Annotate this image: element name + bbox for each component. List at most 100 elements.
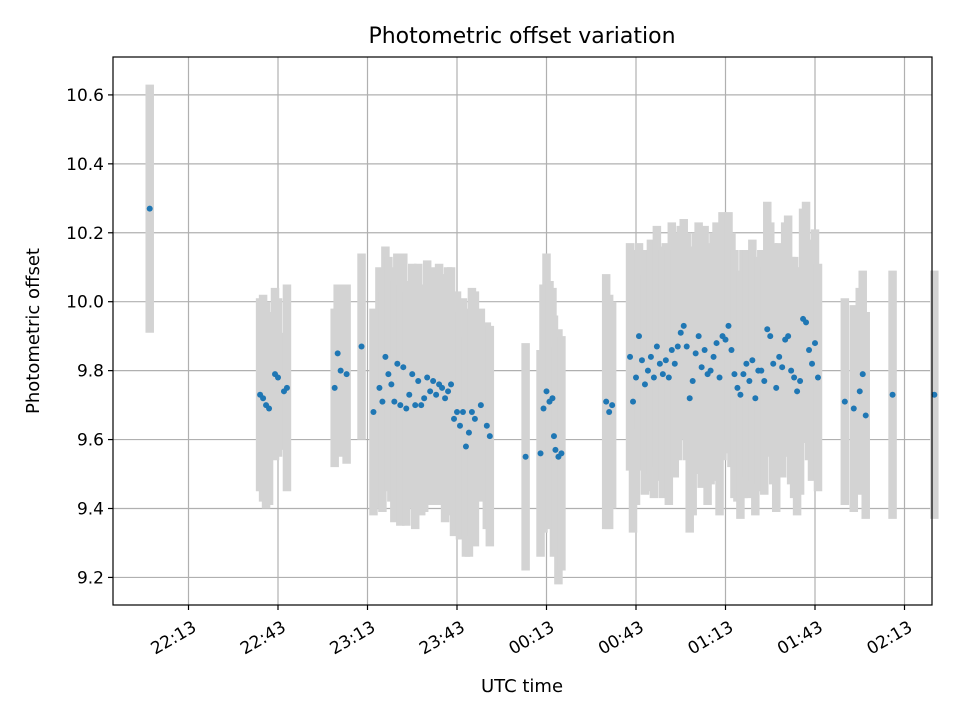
data-point <box>686 395 693 402</box>
data-point <box>424 374 431 381</box>
data-point <box>731 371 738 378</box>
y-tick-label: 9.6 <box>77 431 104 451</box>
y-tick-label: 10.6 <box>66 86 104 106</box>
data-point <box>803 319 810 326</box>
y-tick-label: 9.8 <box>77 362 104 382</box>
data-point <box>430 377 437 384</box>
data-point <box>752 395 759 402</box>
data-point <box>677 329 684 336</box>
data-point <box>812 340 818 347</box>
data-point <box>552 446 559 453</box>
data-point <box>334 350 341 357</box>
data-point <box>806 346 813 353</box>
data-point <box>656 360 663 367</box>
y-tick-label: 10.0 <box>66 293 104 313</box>
data-point <box>743 360 750 367</box>
data-point <box>695 333 702 340</box>
data-point <box>606 408 613 415</box>
data-point <box>397 402 404 409</box>
data-point <box>331 384 338 391</box>
data-point <box>358 343 365 350</box>
data-point <box>701 346 708 353</box>
data-point <box>433 391 440 398</box>
data-point <box>794 388 801 395</box>
data-point <box>746 377 753 384</box>
data-point <box>550 433 557 440</box>
data-point <box>770 360 777 367</box>
data-point <box>638 357 645 364</box>
data-point <box>486 433 493 440</box>
data-point <box>630 398 637 405</box>
data-point <box>537 450 544 457</box>
data-point <box>728 346 735 353</box>
data-point <box>471 415 478 422</box>
data-point <box>767 333 774 340</box>
data-point <box>459 408 466 415</box>
data-point <box>683 343 690 350</box>
data-point <box>603 398 610 405</box>
data-point <box>266 405 273 412</box>
y-axis-label: Photometric offset <box>23 248 44 414</box>
data-point <box>400 364 407 371</box>
data-point <box>456 422 463 429</box>
data-point <box>889 391 896 398</box>
data-point <box>558 450 565 457</box>
data-point <box>427 388 434 395</box>
data-point <box>862 412 869 419</box>
data-point <box>409 371 416 378</box>
data-point <box>740 371 747 378</box>
data-point <box>260 395 267 402</box>
data-point <box>403 405 410 412</box>
data-point <box>809 360 816 367</box>
data-point <box>859 371 866 378</box>
data-point <box>758 367 765 374</box>
data-point <box>734 384 741 391</box>
data-points <box>146 205 938 460</box>
data-point <box>737 391 744 398</box>
data-point <box>415 377 422 384</box>
data-point <box>665 374 672 381</box>
data-point <box>540 405 547 412</box>
data-point <box>713 340 720 347</box>
data-point <box>465 429 472 436</box>
data-point <box>668 346 675 353</box>
data-point <box>707 367 714 374</box>
data-point <box>376 384 383 391</box>
data-point <box>451 415 458 422</box>
data-point <box>931 391 938 398</box>
data-point <box>776 353 783 360</box>
data-point <box>662 357 669 364</box>
data-point <box>483 422 490 429</box>
data-point <box>421 395 428 402</box>
data-point <box>761 377 768 384</box>
data-point <box>275 374 281 381</box>
data-point <box>448 381 455 388</box>
data-point <box>722 336 729 343</box>
data-point <box>797 377 804 384</box>
data-point <box>773 384 780 391</box>
data-point <box>627 353 634 360</box>
data-point <box>445 388 452 395</box>
data-point <box>779 364 786 371</box>
data-point <box>337 367 344 374</box>
data-point <box>785 333 792 340</box>
data-point <box>385 371 392 378</box>
data-point <box>692 350 699 357</box>
data-point <box>633 374 639 381</box>
data-point <box>749 357 756 364</box>
data-point <box>841 398 848 405</box>
data-point <box>391 398 398 405</box>
data-point <box>418 402 425 409</box>
data-point <box>710 353 717 360</box>
data-point <box>382 353 389 360</box>
data-point <box>462 443 469 450</box>
data-point <box>716 374 723 381</box>
data-point <box>791 374 798 381</box>
data-point <box>659 371 666 378</box>
data-point <box>609 402 616 409</box>
data-point <box>543 388 550 395</box>
data-point <box>644 367 651 374</box>
data-point <box>477 402 484 409</box>
